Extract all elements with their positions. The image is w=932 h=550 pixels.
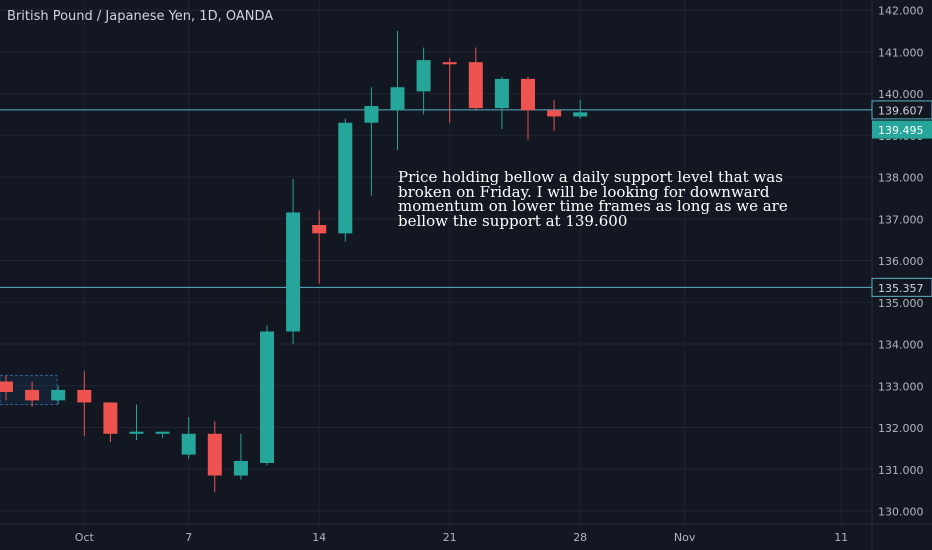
candle-body (547, 110, 562, 117)
price-tick-label: 131.000 (878, 464, 924, 477)
candle-body (129, 431, 144, 434)
annotation-line: momentum on lower time frames as long as… (398, 197, 788, 215)
candle-body (0, 381, 13, 393)
candle-body (103, 402, 118, 434)
price-tick-label: 135.000 (878, 297, 924, 310)
candle-body (468, 62, 483, 109)
date-tick-label: Nov (674, 531, 696, 544)
price-tick-label: 141.000 (878, 46, 924, 59)
price-tick-label: 136.000 (878, 255, 924, 268)
date-tick-label: 14 (312, 531, 326, 544)
last-price-label: 139.495 (878, 124, 924, 137)
candle-body (416, 60, 431, 92)
date-tick-label: Oct (75, 531, 95, 544)
last-price-badge (872, 120, 932, 139)
candle-body (286, 212, 301, 332)
annotation-line: bellow the support at 139.600 (398, 211, 628, 230)
candle-body (494, 78, 509, 109)
date-tick-label: 11 (834, 531, 848, 544)
date-tick-label: 21 (443, 531, 457, 544)
candle-body (260, 331, 274, 463)
candle-body (77, 389, 92, 403)
date-tick-label: 7 (185, 531, 192, 544)
level-price-label: 135.357 (878, 282, 924, 295)
candle-body (442, 62, 457, 65)
price-tick-label: 142.000 (878, 5, 924, 18)
level-price-badge (871, 100, 932, 120)
price-tick-label: 134.000 (878, 339, 924, 352)
price-tick-label: 132.000 (878, 422, 924, 435)
level-price-badge (871, 277, 932, 297)
candle-body (312, 225, 327, 234)
level-price-label: 139.607 (878, 104, 924, 117)
candle-body (155, 431, 170, 434)
chart-title: British Pound / Japanese Yen, 1D, OANDA (7, 9, 274, 24)
price-tick-label: 130.000 (878, 506, 924, 519)
date-tick-label: 28 (573, 531, 587, 544)
candle-body (573, 112, 588, 117)
annotation-line: broken on Friday. I will be looking for … (398, 182, 770, 201)
candle-body (338, 122, 353, 234)
annotation-line: Price holding bellow a daily support lev… (398, 168, 783, 186)
candle-body (521, 78, 535, 111)
candle-body (25, 389, 40, 401)
candle-body (364, 106, 379, 123)
candle-body (207, 433, 222, 476)
candle-body (181, 433, 196, 455)
candle-body (390, 87, 405, 111)
price-tick-label: 140.000 (878, 88, 924, 101)
candle-body (233, 460, 248, 476)
trade-annotation: Price holding bellow a daily support lev… (398, 170, 838, 228)
price-tick-label: 133.000 (878, 380, 924, 393)
price-tick-label: 138.000 (878, 172, 924, 185)
price-tick-label: 137.000 (878, 213, 924, 226)
candle-body (51, 389, 66, 401)
